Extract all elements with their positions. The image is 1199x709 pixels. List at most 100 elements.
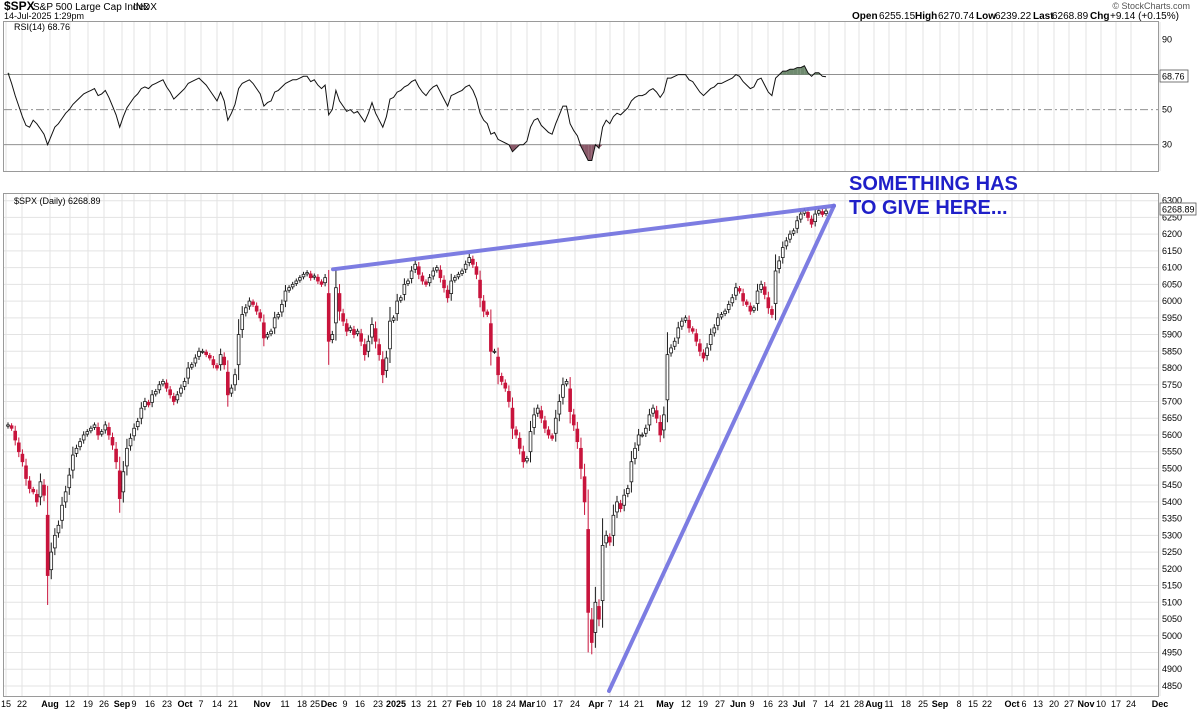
candle-up (67, 474, 72, 489)
rsi-current-tag-box (1159, 69, 1189, 83)
price-y-tick: 5950 (1162, 313, 1182, 323)
candle-up (161, 381, 165, 385)
x-tick-label: Dec (1152, 699, 1169, 709)
x-tick-label: 14 (619, 699, 629, 709)
x-tick-label: 24 (1126, 699, 1136, 709)
candle-up (528, 431, 533, 453)
candle-down (42, 484, 46, 496)
candle-up (730, 297, 735, 304)
candle-up (788, 233, 792, 240)
candle-down (687, 319, 691, 329)
candle-up (719, 314, 724, 318)
candle-down (496, 356, 500, 376)
trendline (607, 203, 836, 693)
price-y-tick: 5100 (1162, 597, 1182, 607)
price-y-tick: 5750 (1162, 380, 1182, 390)
rsi-y-tick: 90 (1162, 35, 1172, 45)
candle-down (586, 529, 590, 613)
candle-up (662, 414, 666, 431)
candle-up (218, 354, 223, 366)
x-tick-label: 11 (280, 699, 289, 709)
candle-down (45, 514, 50, 576)
candle-down (35, 493, 39, 503)
price-y-tick: 5150 (1162, 581, 1182, 591)
candle-down (579, 447, 583, 469)
candle-down (741, 293, 745, 302)
x-tick-label: 21 (427, 699, 437, 709)
price-candles (6, 208, 828, 655)
candle-up (71, 454, 75, 471)
candle-down (352, 329, 356, 335)
candle-down (420, 275, 425, 282)
x-axis-ticks: 15 22 Aug 12 19 26 Sep 9 16 23 Oct 7 14 21 Nov 11 18 25 De… (1, 699, 1168, 709)
header-name: S&P 500 Large Cap Index (33, 2, 149, 13)
x-tick-label: Nov (253, 699, 270, 709)
rsi-y-tick: 50 (1162, 105, 1172, 115)
x-tick-label: 10 (536, 699, 546, 709)
x-tick-label: 10 (476, 699, 486, 709)
header-credit: © StockCharts.com (1112, 1, 1190, 11)
x-tick-label: 23 (778, 699, 788, 709)
candle-up (665, 354, 670, 401)
price-y-tick: 5200 (1162, 564, 1182, 574)
candle-down (215, 365, 219, 369)
candle-down (701, 352, 706, 359)
candle-down (698, 343, 702, 352)
candle-down (550, 435, 554, 439)
candle-up (629, 461, 634, 483)
candle-down (694, 333, 699, 342)
candle-down (13, 430, 18, 441)
rsi-oversold-fill (588, 144, 592, 161)
candle-down (254, 305, 259, 312)
candle-up (557, 401, 562, 415)
candle-down (597, 606, 601, 620)
x-tick-label: 17 (1111, 699, 1121, 709)
candle-down (17, 442, 21, 453)
candle-down (251, 301, 255, 305)
candle-down (471, 258, 475, 265)
candle-down (571, 414, 576, 426)
candle-down (607, 536, 612, 543)
candle-up (240, 314, 245, 330)
candle-up (532, 414, 536, 428)
trendline (331, 203, 836, 272)
candle-down (110, 437, 115, 446)
candle-down (442, 279, 446, 289)
candle-up (103, 424, 108, 431)
candle-up (604, 534, 608, 544)
candle-up (669, 347, 673, 354)
rsi-oversold-fill (584, 144, 589, 161)
trendlines (331, 203, 836, 693)
x-tick-label: Jun (730, 699, 746, 709)
candle-up (312, 275, 317, 278)
price-y-tick: 6250 (1162, 212, 1182, 222)
header-symbol: $SPX (4, 0, 35, 13)
candle-down (373, 328, 378, 342)
candle-up (287, 287, 291, 291)
candle-up (56, 524, 61, 534)
candle-up (6, 424, 10, 427)
candle-down (690, 328, 695, 332)
candle-up (492, 350, 497, 353)
candle-down (478, 279, 482, 299)
candle-up (89, 427, 93, 432)
candle-down (589, 619, 594, 643)
candle-up (143, 401, 147, 407)
price-y-tick: 5400 (1162, 497, 1182, 507)
candle-up (193, 357, 198, 364)
candle-up (247, 300, 252, 307)
candle-down (809, 218, 814, 225)
candle-down (507, 391, 511, 402)
x-tick-label: 27 (715, 699, 725, 709)
candle-down (575, 428, 580, 443)
x-tick-label: 10 (1096, 699, 1106, 709)
candle-down (820, 211, 825, 215)
candle-up (773, 270, 778, 305)
candle-up (366, 340, 371, 352)
rsi-overbought-fill (797, 67, 801, 75)
candle-up (132, 427, 136, 437)
candle-up (427, 277, 432, 284)
candle-up (777, 260, 781, 269)
x-tick-label: 17 (553, 699, 563, 709)
